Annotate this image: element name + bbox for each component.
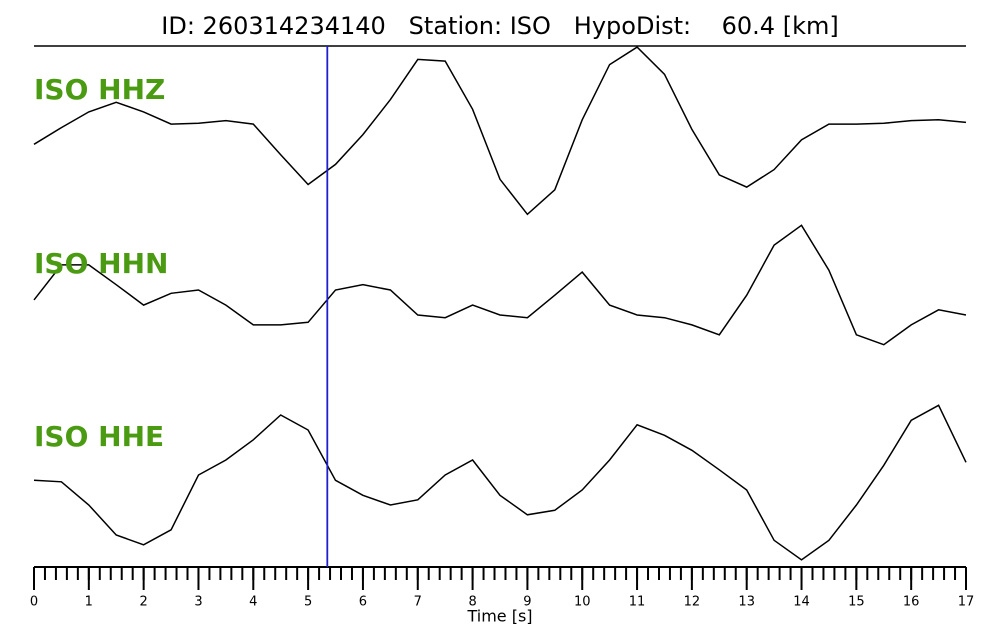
x-tick-label: 15 xyxy=(848,595,865,610)
x-tick-label: 8 xyxy=(468,595,476,610)
x-tick-label: 6 xyxy=(359,595,367,610)
x-tick-label: 10 xyxy=(574,595,591,610)
x-axis-label: Time [s] xyxy=(466,607,532,626)
x-tick-label: 2 xyxy=(140,595,148,610)
chart-title: ID: 260314234140 Station: ISO HypoDist: … xyxy=(161,12,838,40)
trace-label: ISO HHN xyxy=(34,247,168,280)
x-tick-label: 17 xyxy=(958,595,975,610)
x-tick-label: 7 xyxy=(414,595,422,610)
x-tick-label: 3 xyxy=(194,595,202,610)
trace-label: ISO HHE xyxy=(34,420,164,453)
trace xyxy=(33,224,967,346)
trace-label: ISO HHZ xyxy=(34,73,165,106)
x-tick-label: 0 xyxy=(30,595,38,610)
x-tick-label: 9 xyxy=(523,595,531,610)
x-tick-label: 16 xyxy=(903,595,920,610)
x-tick-label: 13 xyxy=(738,595,755,610)
x-tick-label: 4 xyxy=(249,595,257,610)
x-tick-label: 12 xyxy=(684,595,701,610)
x-tick-label: 11 xyxy=(629,595,646,610)
x-tick-label: 14 xyxy=(793,595,810,610)
trace xyxy=(33,404,967,561)
x-tick-label: 5 xyxy=(304,595,312,610)
trace xyxy=(33,46,967,216)
x-tick-label: 1 xyxy=(85,595,93,610)
